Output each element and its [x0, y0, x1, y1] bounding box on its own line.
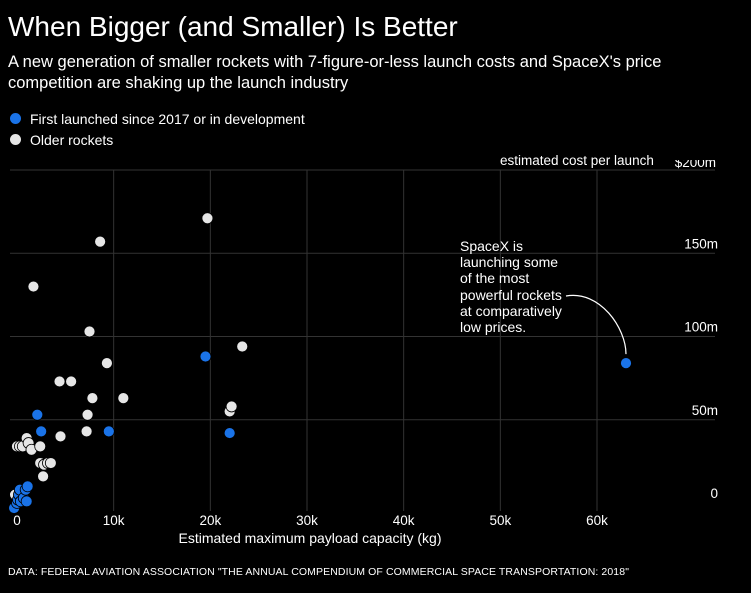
scatter-plot: 0 50m 100m 150m $200m 0 10k 20k 30k 40k 50k 60k — [8, 160, 718, 528]
older-rocket-point — [94, 235, 107, 248]
legend-dot-old — [10, 134, 21, 145]
annotation-connector — [565, 294, 627, 355]
x-tick-label: 10k — [103, 513, 125, 528]
older-rocket-point — [54, 430, 67, 443]
x-tick-label: 50k — [489, 513, 511, 528]
new-rocket-point — [20, 495, 33, 508]
new-rocket-point — [620, 357, 632, 370]
x-axis-label: Estimated maximum payload capacity (kg) — [178, 530, 442, 546]
new-rocket-point — [223, 427, 236, 439]
chart-subtitle: A new generation of smaller rockets with… — [8, 53, 662, 92]
x-tick-label: 20k — [199, 513, 221, 528]
chart-title: When Bigger (and Smaller) Is Better — [8, 11, 458, 42]
older-rocket-point — [80, 425, 93, 438]
source-note: DATA: FEDERAL AVIATION ASSOCIATION "THE … — [8, 566, 630, 578]
older-rocket-point — [117, 392, 130, 405]
older-rocket-point — [236, 340, 249, 353]
spacex-annotation: SpaceX is launching some of the most pow… — [460, 238, 562, 336]
older-rocket-point — [44, 457, 57, 469]
x-tick-label: 40k — [393, 513, 415, 528]
y-tick-label: $200m — [675, 160, 716, 170]
older-rocket-point — [65, 375, 78, 388]
older-rocket-point — [53, 375, 66, 388]
legend-dot-new — [10, 113, 21, 124]
y-tick-label: 0 — [710, 486, 718, 501]
x-tick-label: 30k — [296, 513, 318, 528]
x-tick-label: 0 — [13, 513, 21, 528]
older-rocket-point — [225, 400, 238, 413]
legend-label-old: Older rockets — [30, 131, 114, 148]
x-tick-label: 60k — [586, 513, 608, 528]
y-tick-label: 100m — [684, 320, 718, 335]
legend-item-old: Older rockets — [10, 129, 305, 150]
new-rocket-point — [21, 480, 34, 493]
older-rocket-point — [27, 280, 40, 293]
older-rocket-point — [86, 392, 99, 405]
new-rocket-point — [35, 425, 48, 438]
older-rocket-point — [81, 408, 94, 421]
y-tick-label: 50m — [692, 403, 718, 418]
new-rocket-point — [102, 425, 115, 438]
older-rocket-point — [37, 470, 49, 483]
legend: First launched since 2017 or in developm… — [10, 108, 305, 150]
legend-item-new: First launched since 2017 or in developm… — [10, 108, 305, 129]
new-rocket-point — [199, 350, 212, 363]
older-rocket-point — [83, 325, 96, 338]
new-rocket-point — [31, 408, 44, 421]
older-rocket-point — [34, 440, 47, 453]
older-rocket-point — [201, 212, 214, 225]
y-axis-label: estimated cost per launch — [500, 153, 654, 168]
y-tick-label: 150m — [684, 236, 718, 251]
legend-label-new: First launched since 2017 or in developm… — [30, 110, 305, 127]
older-rocket-point — [101, 357, 113, 370]
